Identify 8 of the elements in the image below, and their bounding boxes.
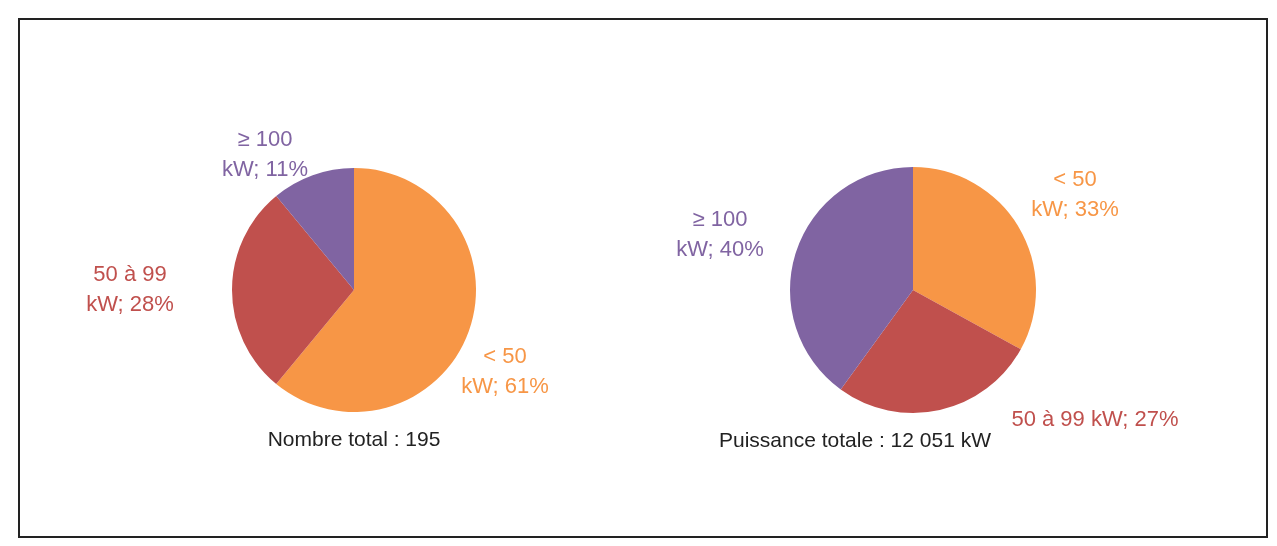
slice-label: ≥ 100 kW; 11% bbox=[222, 126, 308, 182]
slice-label: 50 à 99 kW; 27% bbox=[1011, 406, 1179, 432]
slice-label: < 50 kW; 61% bbox=[461, 343, 549, 399]
text: Puissance totale : 12 051 kW bbox=[719, 427, 992, 451]
slice-label: < 50 kW; 33% bbox=[1031, 166, 1119, 222]
slice-label: ≥ 100 kW; 40% bbox=[676, 206, 764, 262]
slice-label: 50 à 99 kW; 28% bbox=[86, 261, 174, 317]
text: Nombre total : 195 bbox=[267, 426, 441, 450]
